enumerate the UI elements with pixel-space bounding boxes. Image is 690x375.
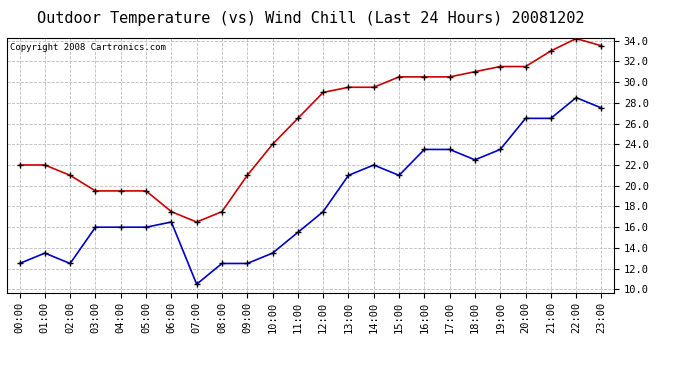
Text: Copyright 2008 Cartronics.com: Copyright 2008 Cartronics.com <box>10 43 166 52</box>
Text: Outdoor Temperature (vs) Wind Chill (Last 24 Hours) 20081202: Outdoor Temperature (vs) Wind Chill (Las… <box>37 11 584 26</box>
